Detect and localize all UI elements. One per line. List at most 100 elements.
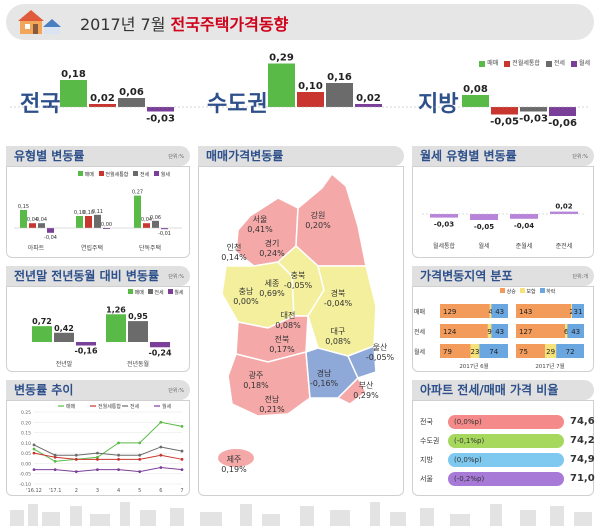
summary-bar [89, 104, 116, 107]
type-bar [20, 210, 27, 228]
dist-segment [479, 344, 508, 358]
korea-map: 서울0,41% 인천0,14% 경기0,24% 강원0,20% 충남0,00% 세종0,6… [218, 172, 395, 474]
dist-segment [516, 304, 572, 318]
trend-point [53, 453, 57, 457]
rent-bar [430, 214, 458, 218]
panel-type-change [6, 166, 190, 258]
trend-point [32, 451, 36, 455]
trend-x-tick: '16.12 [26, 488, 42, 494]
legend-item: 전세 [545, 58, 565, 67]
panel-ytd [6, 286, 190, 372]
map-region-value: 0,18% [243, 381, 269, 390]
trend-point [96, 468, 99, 471]
distribution-legend: 상승 보합 하락 [500, 288, 555, 295]
rent-bar-label: -0,03 [434, 221, 454, 229]
panel-monthly-rent-header: 월세 유형별 변동률 단위:% [412, 146, 594, 166]
ytd-bar-label: -0,24 [148, 348, 171, 357]
dist-segment [470, 344, 480, 358]
trend-point [74, 470, 78, 474]
trend-line [34, 467, 183, 473]
dist-col-label: 2017년 6월 [459, 362, 488, 370]
map-region-value: -0,05% [366, 353, 395, 362]
summary-bar-label: 0,02 [90, 93, 115, 104]
map-region-name: 대구 [331, 327, 346, 336]
map-region-value: 0,08% [275, 321, 301, 330]
rent-bar [550, 211, 578, 214]
map-region-name: 대전 [281, 310, 296, 320]
dist-segment-label: 43 [495, 308, 504, 316]
map-region-value: 0,29% [353, 391, 379, 400]
dist-segment [440, 304, 490, 318]
type-bar-label: -0,04 [44, 235, 57, 241]
trend-y-tick: 0.25 [21, 410, 31, 416]
dist-segment [544, 344, 557, 358]
type-category-label: 연립주택 [81, 244, 103, 252]
panel-monthly-rent [412, 166, 594, 258]
dist-segment-label: 124 [443, 328, 457, 336]
trend-y-tick: -0.10 [19, 482, 31, 488]
dist-segment-label: 143 [519, 308, 532, 316]
dist-segment-label: 2 [569, 308, 573, 316]
trend-point [32, 447, 36, 451]
dist-segment-label: 43 [571, 328, 580, 336]
map-region-name: 전북 [275, 334, 290, 344]
house-icon [18, 10, 61, 34]
dist-col-label: 2017년 7월 [535, 362, 564, 370]
panel-distribution-header: 가격변동지역 분포 단위:개 [412, 266, 594, 286]
ytd-bar-label: 1,26 [106, 305, 126, 314]
trend-point [53, 455, 57, 459]
rent-bar [510, 214, 538, 219]
rent-category-label: 월세통합 [433, 242, 456, 250]
summary-bar-label: 0,16 [327, 72, 352, 83]
dist-segment-label: 9 [487, 328, 491, 336]
dist-row-label: 전세 [414, 328, 425, 336]
trend-legend-label: 전세 [130, 403, 140, 410]
trend-legend-label: 월세 [162, 403, 172, 410]
map-region-value: 0,21% [259, 405, 285, 414]
ratio-row: 지방 (0,0%p) 74,9 [420, 453, 595, 467]
map-region-name: 충북 [291, 271, 306, 280]
map-region-name: 경북 [331, 288, 346, 298]
region-jeonnam [227, 351, 311, 417]
map-region-value: 0,20% [305, 221, 331, 230]
type-change-legend: 매매 전월세통합 전세 월세 [78, 171, 170, 178]
trend-point [180, 449, 184, 453]
legend-item: 월세 [570, 58, 590, 67]
trend-line [33, 444, 183, 456]
dist-segment-label: 129 [443, 308, 456, 316]
map-region-name: 전남 [265, 394, 280, 404]
type-bar-label: -0,01 [158, 231, 171, 237]
panel-ratio [412, 400, 594, 496]
trend-point [159, 420, 163, 424]
ratio-row: 수도권 (-0,1%p) 74,2 [420, 434, 595, 448]
dist-segment [571, 304, 573, 318]
trend-point [74, 457, 78, 461]
type-bar-label: 0,10 [83, 210, 94, 216]
dist-segment-label: 23 [471, 348, 480, 356]
summary-bar [462, 95, 489, 107]
dist-segment [491, 324, 508, 338]
trend-legend-label: 전월세통합 [98, 403, 121, 410]
map-region-name: 제주 [227, 455, 242, 464]
dist-segment [556, 344, 584, 358]
rent-bar-label: -0,05 [474, 223, 494, 231]
type-bar-label: 0,04 [27, 217, 38, 223]
dist-segment [487, 324, 492, 338]
type-bar [103, 228, 110, 229]
dist-row-label: 월세 [414, 348, 425, 356]
summary-bar [147, 107, 174, 112]
panel-type-change-header: 유형별 변동률 단위:% [6, 146, 190, 166]
summary-bar [268, 63, 295, 107]
rent-bar [470, 214, 498, 220]
trend-line [33, 452, 183, 460]
ratio-row: 전국 (0,0%p) 74,6 [420, 415, 595, 429]
summary-bar [520, 107, 547, 112]
trend-point [159, 466, 163, 469]
ytd-bar [76, 342, 96, 346]
trend-point [117, 457, 120, 461]
trend-y-tick: 0.05 [21, 451, 31, 457]
type-bar-label: 0,04 [36, 217, 47, 223]
panel-ytd-header: 전년말 전년동월 대비 변동률 단위:% [6, 266, 190, 286]
map-region-name: 충남 [239, 287, 254, 296]
trend-point [138, 470, 142, 474]
